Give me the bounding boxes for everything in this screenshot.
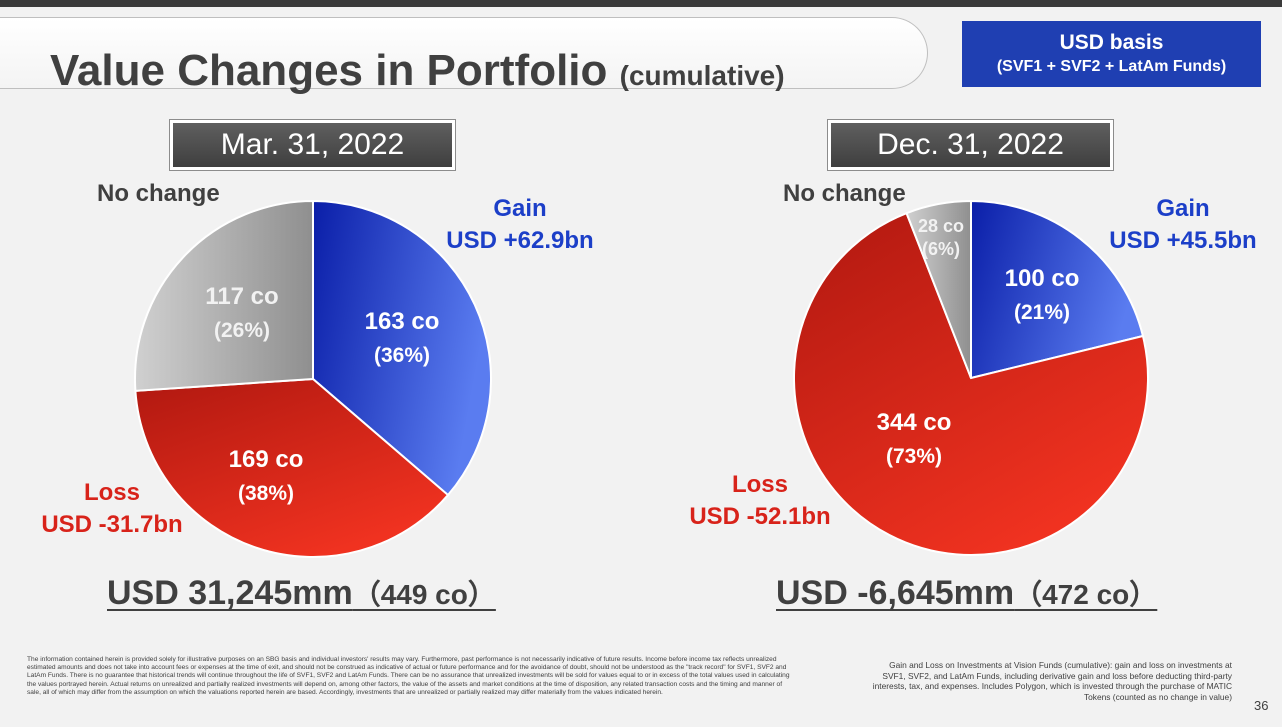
page-title-text: Value Changes in Portfolio bbox=[50, 46, 608, 95]
label-gain-mar: Gain USD +62.9bn bbox=[440, 195, 600, 255]
top-bar bbox=[0, 0, 1282, 7]
gain-count-mar: 163 co bbox=[364, 308, 440, 335]
loss-pct-dec: (73%) bbox=[885, 445, 943, 468]
label-loss-mar: Loss USD -31.7bn bbox=[28, 479, 196, 539]
chart-title-mar-2022: Mar. 31, 2022 bbox=[169, 119, 456, 171]
gain-amount-mar: USD +62.9bn bbox=[446, 227, 594, 254]
loss-count-dec: 344 co bbox=[876, 409, 952, 436]
total-mar-2022: USD 31,245mm（449 co） bbox=[107, 573, 496, 613]
pie-slice-loss bbox=[134, 377, 450, 558]
nochange-pct-dec: (6%) bbox=[921, 239, 960, 259]
gain-title-dec: Gain bbox=[1156, 195, 1210, 222]
page-title: Value Changes in Portfolio (cumulative) bbox=[50, 46, 785, 96]
label-no-change-mar: No change bbox=[97, 180, 220, 207]
loss-slice-label-mar: 169 co (38%) bbox=[224, 446, 308, 506]
nochange-count-mar: 117 co bbox=[205, 283, 279, 310]
total-count-mar: （449 co） bbox=[352, 579, 496, 610]
total-value-mar: USD 31,245mm bbox=[107, 574, 353, 612]
loss-title-dec: Loss bbox=[731, 471, 788, 498]
gain-title-mar: Gain bbox=[493, 195, 547, 222]
pie-slice-gain bbox=[970, 199, 1145, 380]
label-no-change-dec: No change bbox=[783, 180, 906, 207]
loss-title-mar: Loss bbox=[83, 479, 140, 506]
pie-slice-gain bbox=[312, 199, 492, 497]
loss-amount-mar: USD -31.7bn bbox=[41, 511, 183, 538]
nochange-slice-label-dec: 28 co (6%) bbox=[910, 216, 972, 260]
footnote-text: Gain and Loss on Investments at Vision F… bbox=[872, 660, 1232, 702]
gain-pct-mar: (36%) bbox=[373, 344, 431, 367]
basis-line1: USD basis bbox=[1059, 31, 1164, 54]
gain-slice-label-dec: 100 co (21%) bbox=[998, 265, 1086, 325]
basis-badge: USD basis (SVF1 + SVF2 + LatAm Funds) bbox=[962, 21, 1261, 87]
label-gain-dec: Gain USD +45.5bn bbox=[1100, 195, 1266, 255]
gain-pct-dec: (21%) bbox=[1013, 301, 1071, 324]
pie-chart-mar-2022 bbox=[134, 199, 492, 558]
page-title-suffix: (cumulative) bbox=[619, 60, 785, 91]
nochange-slice-label-mar: 117 co (26%) bbox=[200, 283, 284, 343]
nochange-pct-mar: (26%) bbox=[213, 319, 271, 342]
gain-amount-dec: USD +45.5bn bbox=[1109, 227, 1257, 254]
pie-slice-no-change bbox=[134, 199, 314, 392]
loss-amount-dec: USD -52.1bn bbox=[689, 503, 831, 530]
basis-line2: (SVF1 + SVF2 + LatAm Funds) bbox=[996, 58, 1227, 75]
page-number: 36 bbox=[1254, 698, 1269, 713]
disclaimer-text: The information contained herein is prov… bbox=[27, 656, 790, 696]
total-dec-2022: USD -6,645mm（472 co） bbox=[776, 573, 1157, 613]
gain-count-dec: 100 co bbox=[1004, 265, 1080, 292]
loss-count-mar: 169 co bbox=[228, 446, 304, 473]
title-banner: Value Changes in Portfolio (cumulative) bbox=[0, 17, 928, 95]
gain-slice-label-mar: 163 co (36%) bbox=[360, 308, 444, 368]
chart-title-dec-2022: Dec. 31, 2022 bbox=[827, 119, 1114, 171]
label-loss-dec: Loss USD -52.1bn bbox=[676, 471, 844, 531]
pie-slice-no-change bbox=[905, 199, 972, 379]
total-value-dec: USD -6,645mm bbox=[776, 574, 1015, 612]
total-count-dec: （472 co） bbox=[1014, 579, 1158, 610]
loss-pct-mar: (38%) bbox=[237, 482, 295, 505]
nochange-count-dec: 28 co bbox=[917, 216, 965, 236]
pie-slice-loss bbox=[793, 211, 1149, 556]
loss-slice-label-dec: 344 co (73%) bbox=[870, 409, 958, 469]
pie-chart-dec-2022 bbox=[793, 199, 1149, 556]
